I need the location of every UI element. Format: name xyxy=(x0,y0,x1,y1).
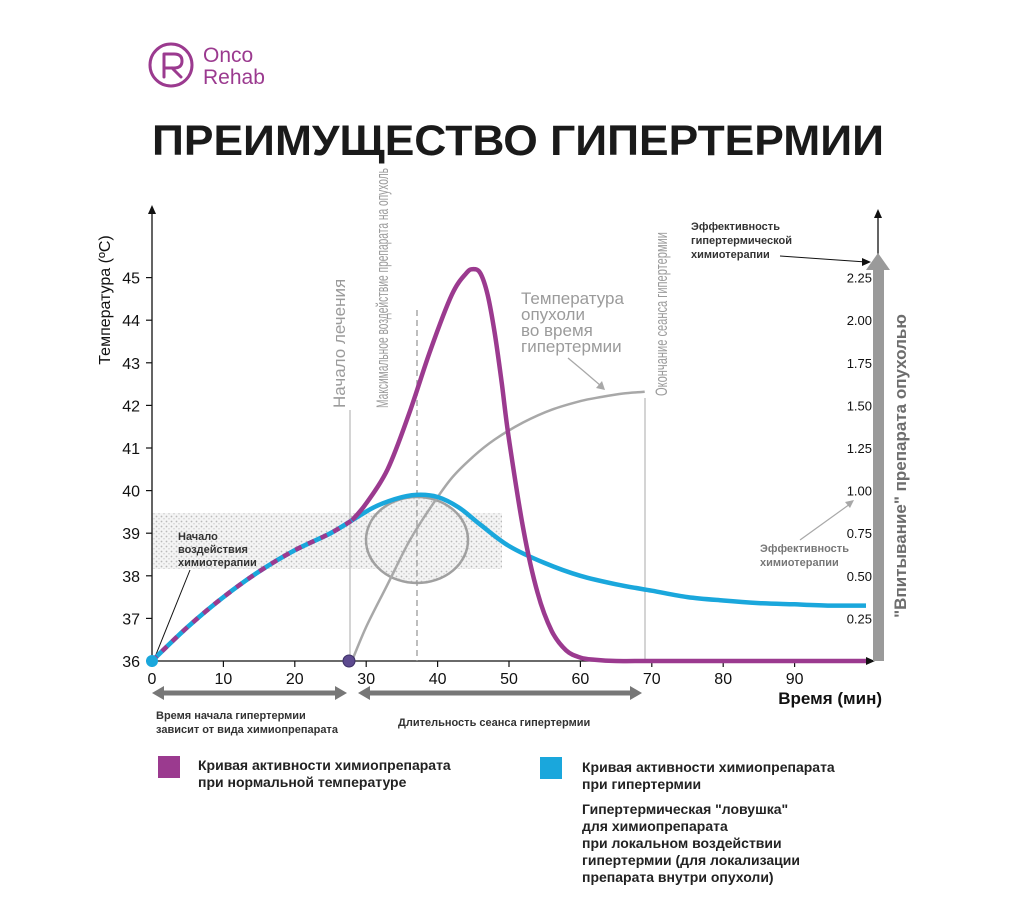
x-tick-label: 30 xyxy=(357,671,375,688)
x-tick-label: 20 xyxy=(286,671,304,688)
x-tick-label: 80 xyxy=(714,671,732,688)
y-axis-ticks: 36 37 38 39 40 41 42 43 44 45 xyxy=(122,271,152,671)
y-tick-label: 41 xyxy=(122,441,140,458)
range-left-line-2: зависит от вида химиопрепарата xyxy=(156,724,339,736)
legend-hyper-line-1: Кривая активности химиопрепарата xyxy=(582,759,835,775)
absorption-bar xyxy=(873,268,884,661)
annotation-tumor-temp-line-2: опухоли xyxy=(521,305,585,324)
y2-tick-label: 0.50 xyxy=(847,569,872,584)
legend-trap-line-1: Гипертермическая "ловушка" xyxy=(582,801,788,817)
y-tick-label: 45 xyxy=(122,271,140,288)
legend: Кривая активности химиопрепарата при нор… xyxy=(158,756,835,885)
x-tick-label: 50 xyxy=(500,671,518,688)
x-tick-label: 0 xyxy=(148,671,157,688)
start-point-chemo xyxy=(146,655,158,667)
annotation-start-chemo-line-2: воздействия xyxy=(178,544,248,556)
range-right-label: Длительность сеанса гипертермии xyxy=(398,717,590,729)
legend-trap-line-4: гипертермии (для локализации xyxy=(582,852,800,868)
legend-trap-line-2: для химиопрепарата xyxy=(582,818,728,834)
annotation-start-chemo-line-1: Начало xyxy=(178,531,218,543)
legend-normal-swatch xyxy=(158,756,180,778)
x-tick-label: 40 xyxy=(429,671,447,688)
range-arrows xyxy=(152,686,642,700)
annotation-eff-hyper-line-2: гипертермической xyxy=(691,235,792,247)
x-axis-label: Время (мин) xyxy=(778,689,882,708)
marker-end-label: Окончание сеанса гипертермии xyxy=(652,232,671,396)
brand-line2: Rehab xyxy=(203,66,265,89)
annotation-eff-chemo-line-1: Эффективность xyxy=(760,543,849,555)
annotation-eff-hyper: Эффективность гипертермической химиотера… xyxy=(691,221,871,266)
y2-tick-label: 1.75 xyxy=(847,356,872,371)
legend-trap-line-3: при локальном воздействии xyxy=(582,835,782,851)
series-tumor-temperature xyxy=(350,390,645,662)
y2-tick-label: 0.25 xyxy=(847,611,872,626)
axes xyxy=(148,205,882,665)
legend-hyper-line-2: при гипертермии xyxy=(582,776,701,792)
range-left-line-1: Время начала гипертермии xyxy=(156,710,306,722)
annotation-tumor-temp: Температура опухоли во время гипертермии xyxy=(521,289,625,390)
legend-normal-line-1: Кривая активности химиопрепарата xyxy=(198,757,451,773)
y-tick-label: 39 xyxy=(122,526,140,543)
annotation-start-chemo-line-3: химиотерапии xyxy=(178,557,257,569)
y2-tick-label: 1.00 xyxy=(847,484,872,499)
legend-normal-line-2: при нормальной температуре xyxy=(198,774,407,790)
y-tick-label: 36 xyxy=(122,654,140,671)
y2-tick-label: 1.25 xyxy=(847,441,872,456)
y-tick-label: 44 xyxy=(122,313,140,330)
x-axis-ticks: 0 10 20 30 40 50 60 70 80 90 xyxy=(148,661,804,688)
legend-trap-line-5: препарата внутри опухоли) xyxy=(582,869,774,885)
y-tick-label: 43 xyxy=(122,356,140,373)
annotation-tumor-temp-line-3: во время xyxy=(521,321,593,340)
brand-logo: Onco Rehab xyxy=(148,42,265,89)
series-normal xyxy=(350,266,866,664)
y2-tick-label: 2.25 xyxy=(847,271,872,286)
y2-tick-label: 1.50 xyxy=(847,398,872,413)
y-tick-label: 38 xyxy=(122,569,140,586)
annotation-eff-chemo-line-2: химиотерапии xyxy=(760,557,839,569)
marker-max-label-1: Максимальное воздействие препарата на оп… xyxy=(373,168,392,408)
logo-r-glyph xyxy=(162,52,184,79)
marker-start-label: Начало лечения xyxy=(330,279,349,408)
annotation-eff-chemo: Эффективность химиотерапии xyxy=(760,500,854,569)
y-tick-label: 40 xyxy=(122,484,140,501)
absorption-arrowhead xyxy=(866,253,890,270)
y2-axis-ticks: 0.25 0.50 0.75 1.00 1.25 1.50 1.75 2.00 2.25 xyxy=(847,271,872,627)
annotation-eff-hyper-line-3: химиотерапии xyxy=(691,249,770,261)
y2-tick-label: 0.75 xyxy=(847,526,872,541)
x-tick-label: 60 xyxy=(572,671,590,688)
annotation-eff-hyper-line-1: Эффективность xyxy=(691,221,780,233)
y-tick-label: 42 xyxy=(122,398,140,415)
y2-axis-label: "Впитывание" препарата опухолью xyxy=(891,314,910,618)
x-tick-label: 10 xyxy=(215,671,233,688)
x-tick-label: 90 xyxy=(786,671,804,688)
annotation-tumor-temp-line-1: Температура xyxy=(521,289,625,308)
y2-tick-label: 2.00 xyxy=(847,313,872,328)
y-axis-label: Температура (ºС) xyxy=(97,235,114,364)
start-point-hyperthermia xyxy=(342,654,356,668)
brand-line1: Onco xyxy=(203,44,253,67)
annotation-tumor-temp-line-4: гипертермии xyxy=(521,337,622,356)
legend-hyper-swatch xyxy=(540,757,562,779)
y-tick-label: 37 xyxy=(122,611,140,628)
page-title: ПРЕИМУЩЕСТВО ГИПЕРТЕРМИИ xyxy=(152,117,884,165)
series-hyperthermia-shared xyxy=(150,518,354,663)
onco-rehab-logo-icon xyxy=(148,42,194,88)
annotation-start-chemo: Начало воздействия химиотерапии xyxy=(154,531,257,658)
x-tick-label: 70 xyxy=(643,671,661,688)
